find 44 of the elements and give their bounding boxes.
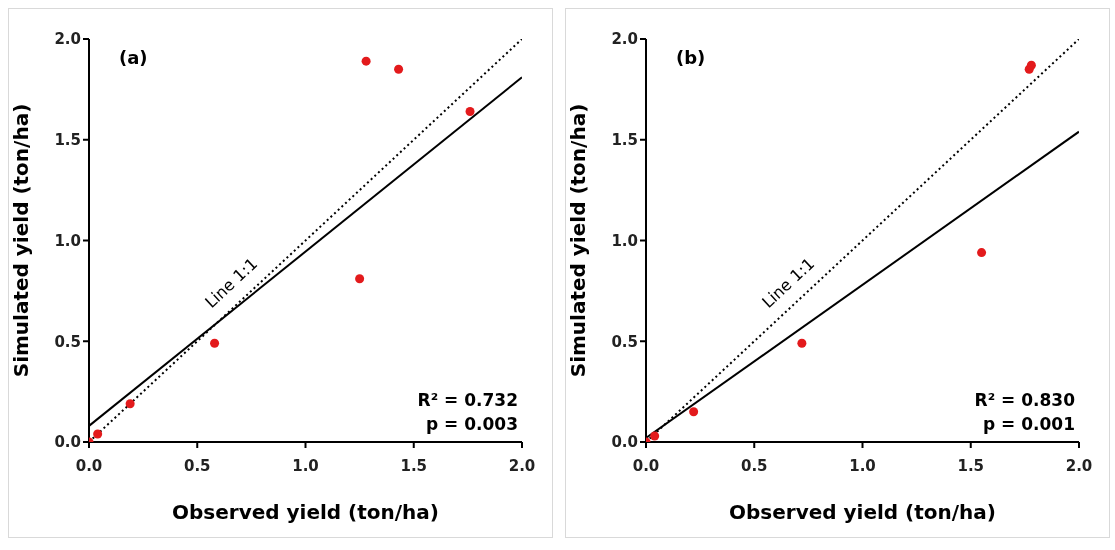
x-axis-title: Observed yield (ton/ha) xyxy=(729,500,996,524)
point xyxy=(465,107,475,117)
text: (b) xyxy=(676,47,706,68)
x-tick-label: 2.0 xyxy=(1065,456,1093,475)
point xyxy=(125,399,135,409)
y-tick-label: 2.0 xyxy=(611,30,638,49)
y-tick-label: 0.0 xyxy=(54,433,81,452)
point xyxy=(361,56,371,66)
annotation: R² = 0.830 xyxy=(974,390,1076,410)
text: (a) xyxy=(119,47,148,68)
annotation: p = 0.001 xyxy=(982,414,1075,434)
point xyxy=(797,338,807,348)
x-tick-label: 0.0 xyxy=(75,456,103,475)
y-axis-title: Simulated yield (ton/ha) xyxy=(566,103,591,378)
x-tick-label: 1.0 xyxy=(849,456,876,475)
point xyxy=(689,407,699,417)
point xyxy=(650,431,660,441)
x-tick-label: 1.5 xyxy=(957,456,985,475)
point xyxy=(977,248,987,258)
y-tick-label: 2.0 xyxy=(54,30,81,49)
annotation: R² = 0.732 xyxy=(417,390,518,410)
y-tick-label: 0.5 xyxy=(611,332,638,351)
y-tick-label: 1.0 xyxy=(54,231,81,250)
text: Line 1:1 xyxy=(201,254,262,312)
y-axis-title: Simulated yield (ton/ha) xyxy=(9,103,34,378)
text: Line 1:1 xyxy=(758,254,819,312)
y-tick-label: 1.5 xyxy=(611,131,638,150)
x-tick-label: 1.0 xyxy=(292,456,319,475)
x-axis-title: Observed yield (ton/ha) xyxy=(172,500,439,524)
annotation: p = 0.003 xyxy=(425,414,518,434)
x-tick-label: 2.0 xyxy=(508,456,536,475)
point xyxy=(1026,60,1036,70)
x-tick-label: 1.5 xyxy=(400,456,428,475)
x-tick-label: 0.5 xyxy=(183,456,211,475)
point xyxy=(210,338,220,348)
y-tick-label: 0.0 xyxy=(611,433,638,452)
y-tick-label: 1.5 xyxy=(54,131,81,150)
x-tick-label: 0.0 xyxy=(632,456,660,475)
y-tick-label: 1.0 xyxy=(611,231,638,250)
x-tick-label: 0.5 xyxy=(740,456,768,475)
point xyxy=(394,64,404,74)
point xyxy=(355,274,365,284)
point xyxy=(93,429,103,439)
y-tick-label: 0.5 xyxy=(54,332,81,351)
